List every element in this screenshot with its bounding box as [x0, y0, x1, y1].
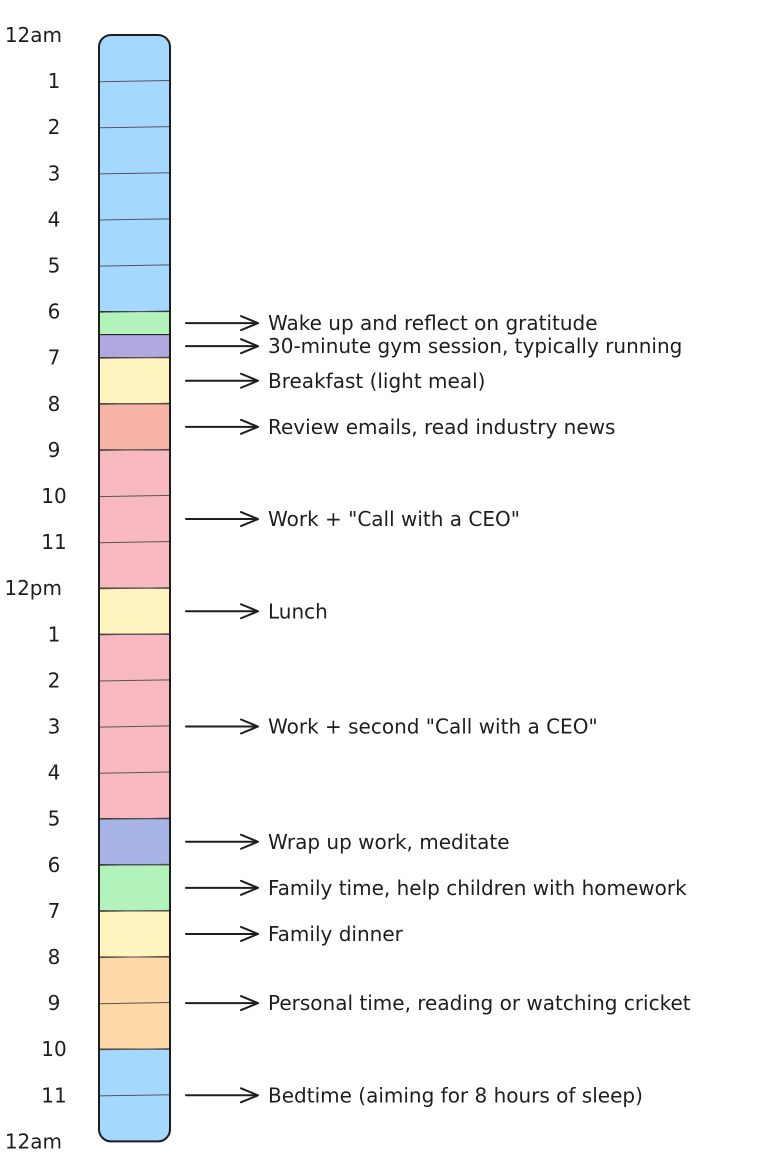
hour-divider — [99, 172, 170, 175]
annotation: Personal time, reading or watching crick… — [185, 991, 691, 1015]
hour-divider — [99, 448, 170, 451]
hour-divider — [99, 1002, 170, 1005]
annotation-label: Family dinner — [268, 922, 404, 946]
annotation: Family dinner — [185, 922, 404, 946]
meditate-block — [99, 818, 170, 866]
arrow-head-icon — [240, 511, 259, 528]
timeline-bar — [98, 34, 171, 1143]
breakfast-block — [99, 357, 170, 405]
annotation-label: Work + "Call with a CEO" — [268, 507, 520, 531]
hour-divider — [99, 771, 170, 774]
arrow-head-icon — [240, 718, 259, 735]
hour-label: 12am — [5, 23, 62, 47]
hour-divider — [99, 80, 170, 83]
gratitude-block — [99, 311, 170, 336]
arrow-head-icon — [240, 372, 259, 389]
hour-label: 6 — [48, 300, 61, 324]
hour-labels: 12am 1 2 3 4 5 6 7 8 9 10 11 12pm 1 2 3 4 5 6 7 8 9 10 11 12am — [4, 23, 66, 1153]
hour-label: 7 — [48, 346, 61, 370]
hour-label: 1 — [48, 622, 61, 646]
hour-label: 12am — [5, 1129, 62, 1153]
annotation: Work + "Call with a CEO" — [185, 507, 520, 531]
annotation: Family time, help children with homework — [185, 876, 687, 900]
arrow-head-icon — [240, 315, 259, 332]
annotation-label: Wake up and reflect on gratitude — [268, 311, 598, 335]
hour-divider — [99, 541, 170, 544]
annotation-label: Personal time, reading or watching crick… — [268, 991, 691, 1015]
hour-label: 3 — [48, 161, 61, 185]
hour-divider — [99, 725, 170, 728]
morning-work-block — [99, 449, 170, 589]
hour-divider — [99, 909, 170, 912]
hour-label: 2 — [48, 115, 61, 139]
hour-label: 10 — [41, 1037, 66, 1061]
annotation-label: Lunch — [268, 599, 328, 623]
annotation: Work + second "Call with a CEO" — [185, 715, 598, 739]
arrow-head-icon — [240, 925, 259, 942]
timeline-outline — [98, 34, 171, 1143]
hour-divider — [99, 264, 170, 267]
annotation: Lunch — [185, 599, 328, 623]
annotation: Bedtime (aiming for 8 hours of sleep) — [185, 1083, 643, 1107]
annotation-label: Review emails, read industry news — [268, 415, 615, 439]
annotation-label: Work + second "Call with a CEO" — [268, 715, 598, 739]
annotation: Wake up and reflect on gratitude — [185, 311, 598, 335]
gym-block — [99, 334, 170, 359]
hour-divider — [99, 310, 170, 313]
hour-divider — [99, 817, 170, 820]
annotation: 30-minute gym session, typically running — [185, 334, 682, 358]
hour-label: 10 — [41, 484, 66, 508]
hour-label: 5 — [48, 807, 61, 831]
lunch-block — [99, 587, 170, 635]
hour-divider — [99, 633, 170, 636]
arrow-head-icon — [240, 603, 259, 620]
arrow-head-icon — [240, 995, 259, 1012]
hour-label: 6 — [48, 853, 61, 877]
annotation: Wrap up work, meditate — [185, 830, 510, 854]
hour-label: 8 — [48, 392, 61, 416]
hour-divider — [99, 356, 170, 359]
annotation: Breakfast (light meal) — [185, 369, 485, 393]
annotation-label: Bedtime (aiming for 8 hours of sleep) — [268, 1083, 643, 1107]
hour-divider — [99, 126, 170, 129]
hour-divider — [99, 587, 170, 590]
dinner-block — [99, 910, 170, 958]
annotation-label: 30-minute gym session, typically running — [268, 334, 682, 358]
hour-label: 8 — [48, 945, 61, 969]
annotation: Review emails, read industry news — [185, 415, 615, 439]
annotations: Wake up and reflect on gratitude30-minut… — [185, 311, 691, 1107]
hour-divider — [99, 494, 170, 498]
hour-divider — [99, 1048, 170, 1051]
arrow-head-icon — [240, 418, 259, 435]
hour-label: 2 — [48, 668, 61, 692]
hour-label: 4 — [48, 207, 61, 231]
hour-label: 11 — [41, 1083, 66, 1107]
hour-label: 7 — [48, 899, 61, 923]
arrow-head-icon — [240, 833, 259, 850]
hour-divider — [99, 955, 170, 959]
hour-divider — [99, 218, 170, 221]
hour-label: 12pm — [4, 576, 62, 600]
hour-label: 4 — [48, 761, 61, 785]
annotation-label: Wrap up work, meditate — [268, 830, 510, 854]
family-time-block — [99, 864, 170, 912]
hour-label: 5 — [48, 254, 61, 278]
hour-divider — [99, 1094, 170, 1097]
hour-divider — [99, 679, 170, 682]
hour-label: 9 — [48, 438, 61, 462]
hour-divider — [99, 402, 170, 405]
arrow-head-icon — [240, 338, 259, 355]
hour-label: 1 — [48, 69, 61, 93]
arrow-head-icon — [240, 879, 259, 896]
annotation-label: Breakfast (light meal) — [268, 369, 485, 393]
hour-label: 3 — [48, 715, 61, 739]
hour-divider — [99, 863, 170, 866]
hour-label: 11 — [41, 530, 66, 554]
arrow-head-icon — [240, 1087, 259, 1104]
annotation-label: Family time, help children with homework — [268, 876, 687, 900]
hour-label: 9 — [48, 991, 61, 1015]
emails-block — [99, 403, 170, 451]
